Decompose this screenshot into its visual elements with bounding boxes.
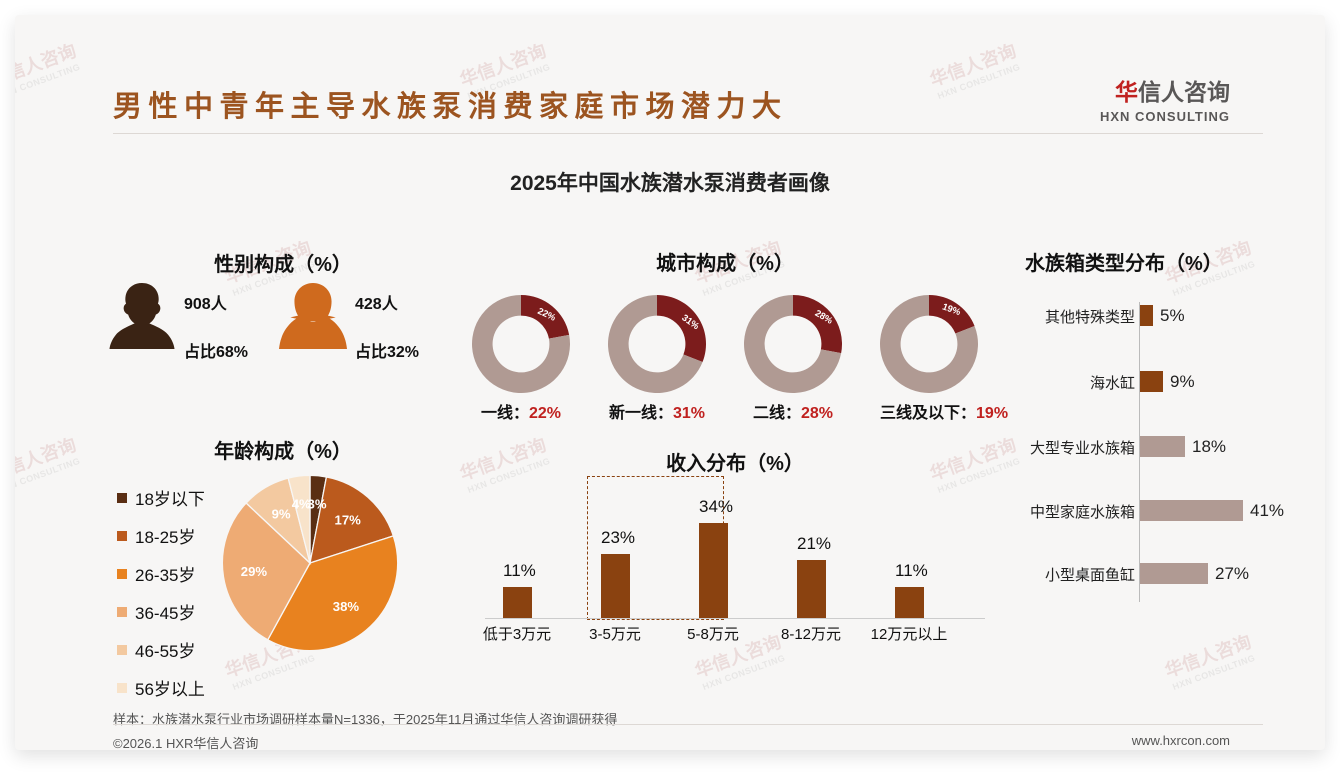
- svg-text:4%: 4%: [292, 497, 311, 512]
- svg-text:9%: 9%: [272, 506, 291, 521]
- svg-text:17%: 17%: [335, 512, 362, 527]
- svg-text:29%: 29%: [241, 564, 268, 579]
- svg-text:38%: 38%: [333, 599, 360, 614]
